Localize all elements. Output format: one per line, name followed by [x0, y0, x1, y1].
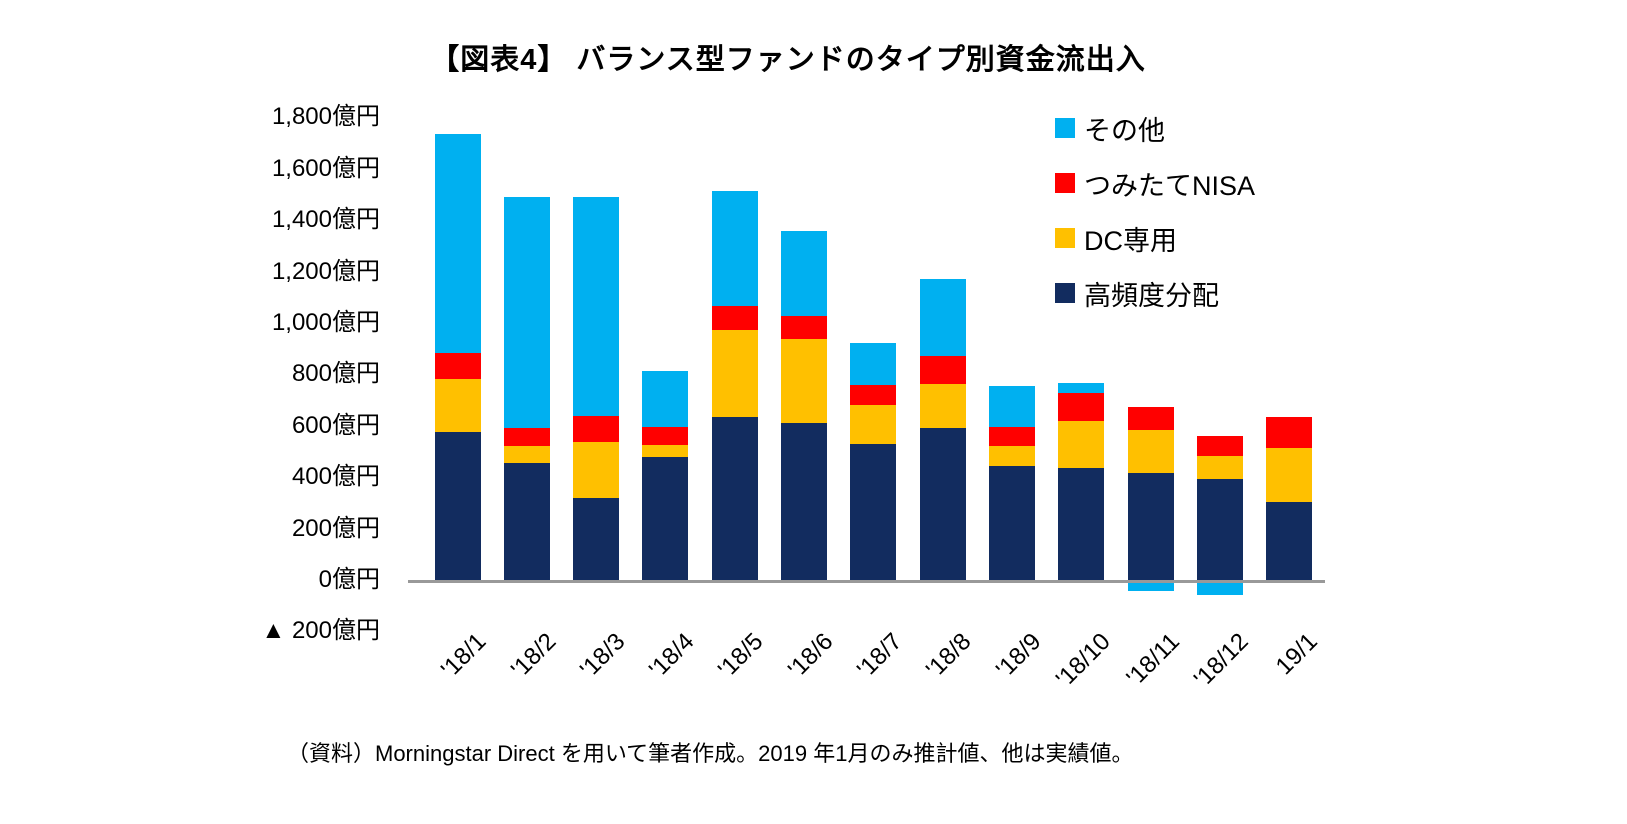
bar-segment-dc_only — [711, 330, 758, 418]
bar-segment-dc_only — [850, 405, 897, 444]
bar-segment-dc_only — [642, 444, 689, 458]
bar-segment-other — [850, 343, 897, 386]
bar-segment-tsumitate_nisa — [711, 305, 758, 331]
bar-segment-tsumitate_nisa — [1196, 435, 1243, 456]
bar-segment-other — [1127, 583, 1174, 591]
bar-segment-high_freq_dist — [1266, 502, 1313, 580]
x-tick-label: '18/7 — [852, 628, 908, 684]
bar-segment-other — [988, 386, 1035, 428]
bar-segment-tsumitate_nisa — [1127, 406, 1174, 431]
bar-segment-dc_only — [919, 383, 966, 429]
bar-segment-other — [1196, 583, 1243, 595]
bar-segment-high_freq_dist — [850, 443, 897, 580]
bar-segment-dc_only — [1266, 447, 1313, 503]
legend-swatch-tsumitate_nisa — [1055, 173, 1075, 193]
x-tick-label: '18/8 — [921, 628, 977, 684]
x-tick-label: '18/5 — [713, 628, 769, 684]
x-axis-line — [408, 580, 1325, 583]
legend-item-other: その他 — [1055, 111, 1165, 146]
x-tick-label: '18/2 — [505, 628, 561, 684]
x-tick-label: '18/3 — [574, 628, 631, 684]
bar-segment-high_freq_dist — [919, 428, 966, 580]
bar-segment-high_freq_dist — [642, 457, 689, 580]
bar-segment-other — [573, 197, 620, 417]
bar-segment-dc_only — [1196, 455, 1243, 479]
bar-segment-other — [919, 279, 966, 356]
bar-segment-tsumitate_nisa — [573, 416, 620, 442]
y-tick-label: 0億円 — [318, 566, 380, 593]
legend-item-high_freq_dist: 高頻度分配 — [1055, 276, 1219, 311]
legend-item-dc_only: DC専用 — [1055, 221, 1177, 256]
bar-segment-high_freq_dist — [711, 417, 758, 580]
legend-swatch-dc_only — [1055, 228, 1075, 248]
bar-segment-high_freq_dist — [573, 498, 620, 580]
legend-item-tsumitate_nisa: つみたてNISA — [1055, 166, 1256, 201]
bar-segment-other — [781, 231, 827, 317]
bar-segment-high_freq_dist — [988, 466, 1035, 580]
bar-segment-tsumitate_nisa — [988, 427, 1035, 447]
bar-segment-high_freq_dist — [434, 432, 481, 580]
legend-label: その他 — [1084, 115, 1165, 146]
y-tick-label: 400億円 — [291, 463, 380, 491]
bar-segment-dc_only — [503, 446, 550, 464]
bar-segment-other — [642, 371, 689, 428]
legend-swatch-other — [1055, 118, 1075, 138]
x-tick-label: '18/11 — [1121, 628, 1185, 692]
bar-segment-dc_only — [1058, 421, 1105, 468]
bar-segment-other — [434, 134, 481, 353]
bar-segment-dc_only — [573, 441, 620, 498]
y-tick-label: 200億円 — [291, 514, 380, 542]
bar-segment-tsumitate_nisa — [1266, 416, 1313, 448]
bar-segment-tsumitate_nisa — [434, 352, 481, 379]
bar-segment-other — [1058, 382, 1105, 394]
bar-segment-high_freq_dist — [1058, 467, 1105, 580]
bar-segment-high_freq_dist — [1127, 472, 1174, 580]
bar-segment-dc_only — [781, 339, 827, 423]
legend-label: つみたてNISA — [1084, 170, 1256, 201]
legend-label: DC専用 — [1084, 225, 1177, 256]
y-tick-label: 1,800億円 — [271, 103, 380, 131]
bar-segment-tsumitate_nisa — [642, 427, 689, 445]
x-tick-label: '18/12 — [1189, 628, 1254, 693]
bar-segment-dc_only — [988, 446, 1035, 467]
bar-segment-dc_only — [1127, 430, 1174, 473]
bar-segment-high_freq_dist — [781, 422, 827, 580]
x-tick-label: '18/9 — [990, 628, 1046, 684]
y-tick-label: 1,400億円 — [271, 206, 380, 234]
y-tick-label: 1,600億円 — [271, 154, 380, 182]
x-tick-label: '18/4 — [644, 628, 700, 684]
bar-segment-high_freq_dist — [503, 463, 550, 580]
bar-segment-other — [503, 197, 550, 428]
bar-segment-tsumitate_nisa — [503, 427, 550, 447]
legend-label: 高頻度分配 — [1084, 280, 1219, 311]
x-tick-label: '18/10 — [1050, 628, 1116, 693]
chart-title: 【図表4】 バランス型ファンドのタイプ別資金流出入 — [430, 44, 1146, 76]
bar-segment-other — [711, 191, 758, 306]
x-tick-label: '18/6 — [782, 628, 839, 684]
bar-segment-high_freq_dist — [1196, 478, 1243, 580]
bar-segment-tsumitate_nisa — [850, 385, 897, 406]
x-tick-label: '18/1 — [436, 628, 492, 684]
bar-segment-dc_only — [434, 378, 481, 433]
y-tick-label: ▲ 200億円 — [261, 617, 380, 645]
y-tick-label: 600億円 — [291, 411, 380, 439]
x-tick-label: 19/1 — [1271, 628, 1324, 681]
y-tick-label: 1,000億円 — [271, 309, 380, 336]
source-note: （資料）Morningstar Direct を用いて筆者作成。2019 年1月… — [287, 741, 1134, 766]
legend-swatch-high_freq_dist — [1055, 283, 1075, 303]
bar-segment-tsumitate_nisa — [1058, 393, 1105, 422]
bar-segment-tsumitate_nisa — [781, 316, 827, 340]
y-tick-label: 800億円 — [291, 360, 380, 388]
y-tick-label: 1,200億円 — [271, 257, 380, 285]
bar-segment-tsumitate_nisa — [919, 355, 966, 384]
